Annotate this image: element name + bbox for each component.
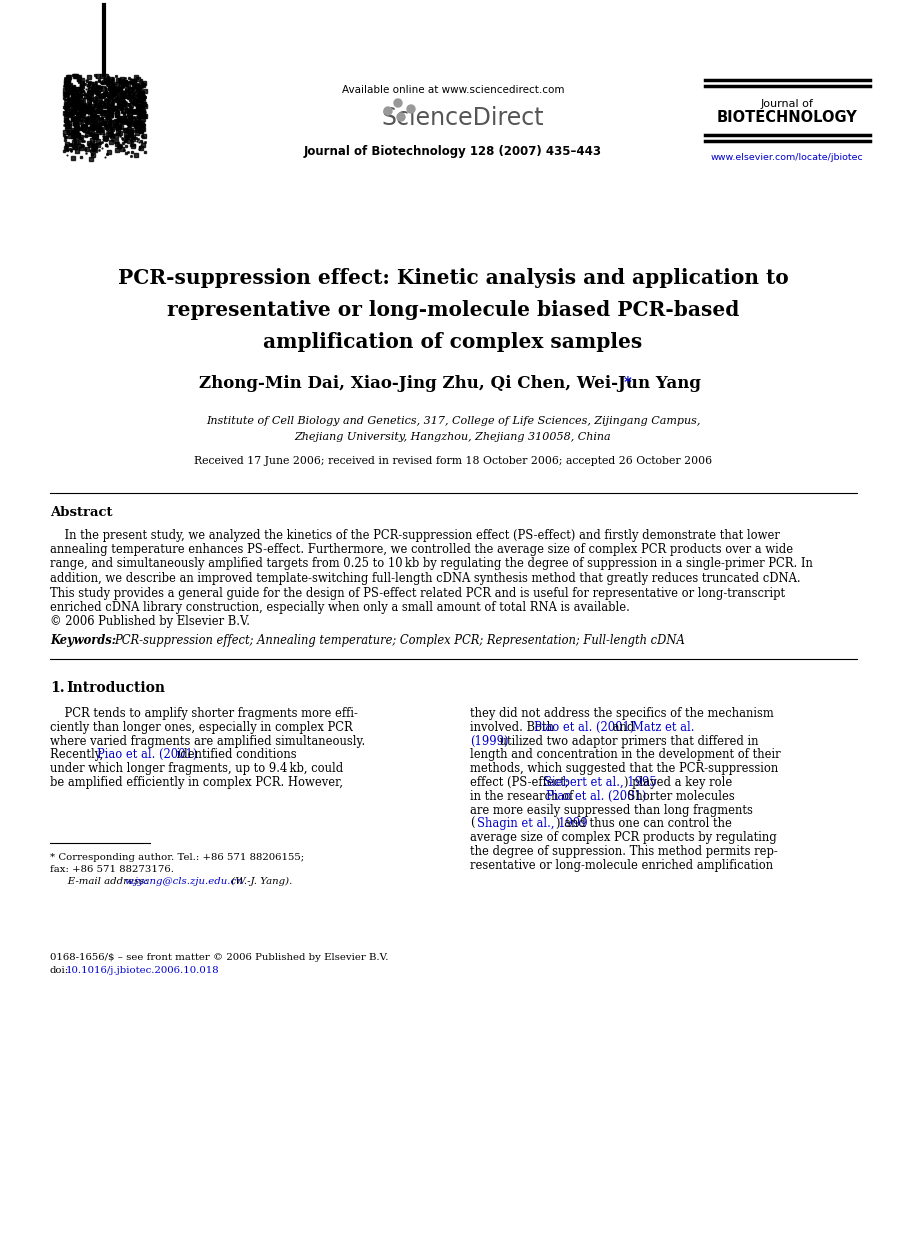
Text: ScienceDirect: ScienceDirect bbox=[382, 106, 544, 130]
Text: Zhejiang University, Hangzhou, Zhejiang 310058, China: Zhejiang University, Hangzhou, Zhejiang … bbox=[295, 432, 611, 442]
Text: range, and simultaneously amplified targets from 0.25 to 10 kb by regulating the: range, and simultaneously amplified targ… bbox=[50, 558, 813, 570]
Circle shape bbox=[407, 105, 415, 113]
Text: Zhong-Min Dai, Xiao-Jing Zhu, Qi Chen, Wei-Jun Yang: Zhong-Min Dai, Xiao-Jing Zhu, Qi Chen, W… bbox=[200, 375, 707, 391]
Text: amplification of complex samples: amplification of complex samples bbox=[263, 332, 643, 353]
Text: and: and bbox=[609, 721, 638, 734]
Text: Piao et al. (2001): Piao et al. (2001) bbox=[546, 789, 647, 803]
Text: www.elsevier.com/locate/jbiotec: www.elsevier.com/locate/jbiotec bbox=[710, 152, 863, 162]
Text: (: ( bbox=[470, 818, 474, 830]
Text: under which longer fragments, up to 9.4 kb, could: under which longer fragments, up to 9.4 … bbox=[50, 762, 343, 776]
Text: Received 17 June 2006; received in revised form 18 October 2006; accepted 26 Oct: Received 17 June 2006; received in revis… bbox=[194, 456, 712, 466]
Text: Abstract: Abstract bbox=[50, 506, 112, 520]
Text: This study provides a general guide for the design of PS-effect related PCR and : This study provides a general guide for … bbox=[50, 586, 785, 600]
Text: ELSEVIER: ELSEVIER bbox=[72, 87, 138, 99]
Text: enriched cDNA library construction, especially when only a small amount of total: enriched cDNA library construction, espe… bbox=[50, 601, 629, 614]
Text: E-mail address:: E-mail address: bbox=[58, 877, 151, 886]
Text: annealing temperature enhances PS-effect. Furthermore, we controlled the average: annealing temperature enhances PS-effect… bbox=[50, 543, 793, 555]
Text: fax: +86 571 88273176.: fax: +86 571 88273176. bbox=[50, 865, 174, 875]
Text: 1.: 1. bbox=[50, 682, 64, 695]
Text: Journal of: Journal of bbox=[761, 99, 814, 109]
Text: the degree of suppression. This method permits rep-: the degree of suppression. This method p… bbox=[470, 845, 777, 858]
Text: be amplified efficiently in complex PCR. However,: be amplified efficiently in complex PCR.… bbox=[50, 776, 343, 789]
Text: © 2006 Published by Elsevier B.V.: © 2006 Published by Elsevier B.V. bbox=[50, 616, 250, 628]
Text: in the research of: in the research of bbox=[470, 789, 577, 803]
Circle shape bbox=[384, 106, 392, 115]
Text: PCR tends to amplify shorter fragments more effi-: PCR tends to amplify shorter fragments m… bbox=[50, 708, 358, 720]
Text: (1999): (1999) bbox=[470, 735, 509, 747]
Bar bbox=[62, 75, 147, 160]
Text: *: * bbox=[624, 376, 632, 390]
Text: . Shorter molecules: . Shorter molecules bbox=[620, 789, 735, 803]
Text: * Corresponding author. Tel.: +86 571 88206155;: * Corresponding author. Tel.: +86 571 88… bbox=[50, 854, 304, 862]
Text: Siebert et al., 1995: Siebert et al., 1995 bbox=[544, 776, 657, 789]
Text: Matz et al.: Matz et al. bbox=[632, 721, 695, 734]
Text: 0168-1656/$ – see front matter © 2006 Published by Elsevier B.V.: 0168-1656/$ – see front matter © 2006 Pu… bbox=[50, 952, 388, 962]
Text: Keywords:: Keywords: bbox=[50, 635, 124, 647]
Text: utilized two adaptor primers that differed in: utilized two adaptor primers that differ… bbox=[496, 735, 758, 747]
Text: ) played a key role: ) played a key role bbox=[624, 776, 732, 789]
Text: Available online at www.sciencedirect.com: Available online at www.sciencedirect.co… bbox=[342, 85, 564, 95]
Text: representative or long-molecule biased PCR-based: representative or long-molecule biased P… bbox=[167, 301, 739, 320]
Text: average size of complex PCR products by regulating: average size of complex PCR products by … bbox=[470, 831, 776, 844]
Text: PCR-suppression effect; Annealing temperature; Complex PCR; Representation; Full: PCR-suppression effect; Annealing temper… bbox=[114, 635, 685, 647]
Text: involved. Both: involved. Both bbox=[470, 721, 558, 734]
Text: Introduction: Introduction bbox=[66, 682, 165, 695]
Text: ) and thus one can control the: ) and thus one can control the bbox=[556, 818, 732, 830]
Text: are more easily suppressed than long fragments: are more easily suppressed than long fra… bbox=[470, 804, 753, 816]
Text: Shagin et al., 1999: Shagin et al., 1999 bbox=[477, 818, 588, 830]
Circle shape bbox=[397, 113, 405, 121]
Text: w.jyang@cls.zju.edu.cn: w.jyang@cls.zju.edu.cn bbox=[124, 877, 243, 886]
Text: addition, we describe an improved template-switching full-length cDNA synthesis : addition, we describe an improved templa… bbox=[50, 571, 801, 585]
Text: they did not address the specifics of the mechanism: they did not address the specifics of th… bbox=[470, 708, 774, 720]
Text: ciently than longer ones, especially in complex PCR: ciently than longer ones, especially in … bbox=[50, 721, 353, 734]
Text: Piao et al. (2001): Piao et al. (2001) bbox=[97, 748, 198, 762]
Text: identified conditions: identified conditions bbox=[173, 748, 297, 762]
Text: PCR-suppression effect: Kinetic analysis and application to: PCR-suppression effect: Kinetic analysis… bbox=[118, 268, 788, 288]
Text: effect (PS-effect;: effect (PS-effect; bbox=[470, 776, 572, 789]
Text: Institute of Cell Biology and Genetics, 317, College of Life Sciences, Zijingang: Institute of Cell Biology and Genetics, … bbox=[206, 416, 700, 426]
Text: resentative or long-molecule enriched amplification: resentative or long-molecule enriched am… bbox=[470, 858, 773, 872]
Text: (W.-J. Yang).: (W.-J. Yang). bbox=[228, 877, 292, 886]
Text: Journal of Biotechnology 128 (2007) 435–443: Journal of Biotechnology 128 (2007) 435–… bbox=[304, 146, 602, 158]
Text: Piao et al. (2001): Piao et al. (2001) bbox=[534, 721, 634, 734]
Text: where varied fragments are amplified simultaneously.: where varied fragments are amplified sim… bbox=[50, 735, 366, 747]
Text: Recently,: Recently, bbox=[50, 748, 107, 762]
Text: In the present study, we analyzed the kinetics of the PCR-suppression effect (PS: In the present study, we analyzed the ki… bbox=[50, 528, 780, 542]
Text: methods, which suggested that the PCR-suppression: methods, which suggested that the PCR-su… bbox=[470, 762, 778, 776]
Circle shape bbox=[394, 99, 402, 106]
Text: BIOTECHNOLOGY: BIOTECHNOLOGY bbox=[717, 110, 857, 125]
Text: length and concentration in the development of their: length and concentration in the developm… bbox=[470, 748, 781, 762]
Text: 10.1016/j.jbiotec.2006.10.018: 10.1016/j.jbiotec.2006.10.018 bbox=[66, 966, 219, 975]
Text: doi:: doi: bbox=[50, 966, 69, 975]
